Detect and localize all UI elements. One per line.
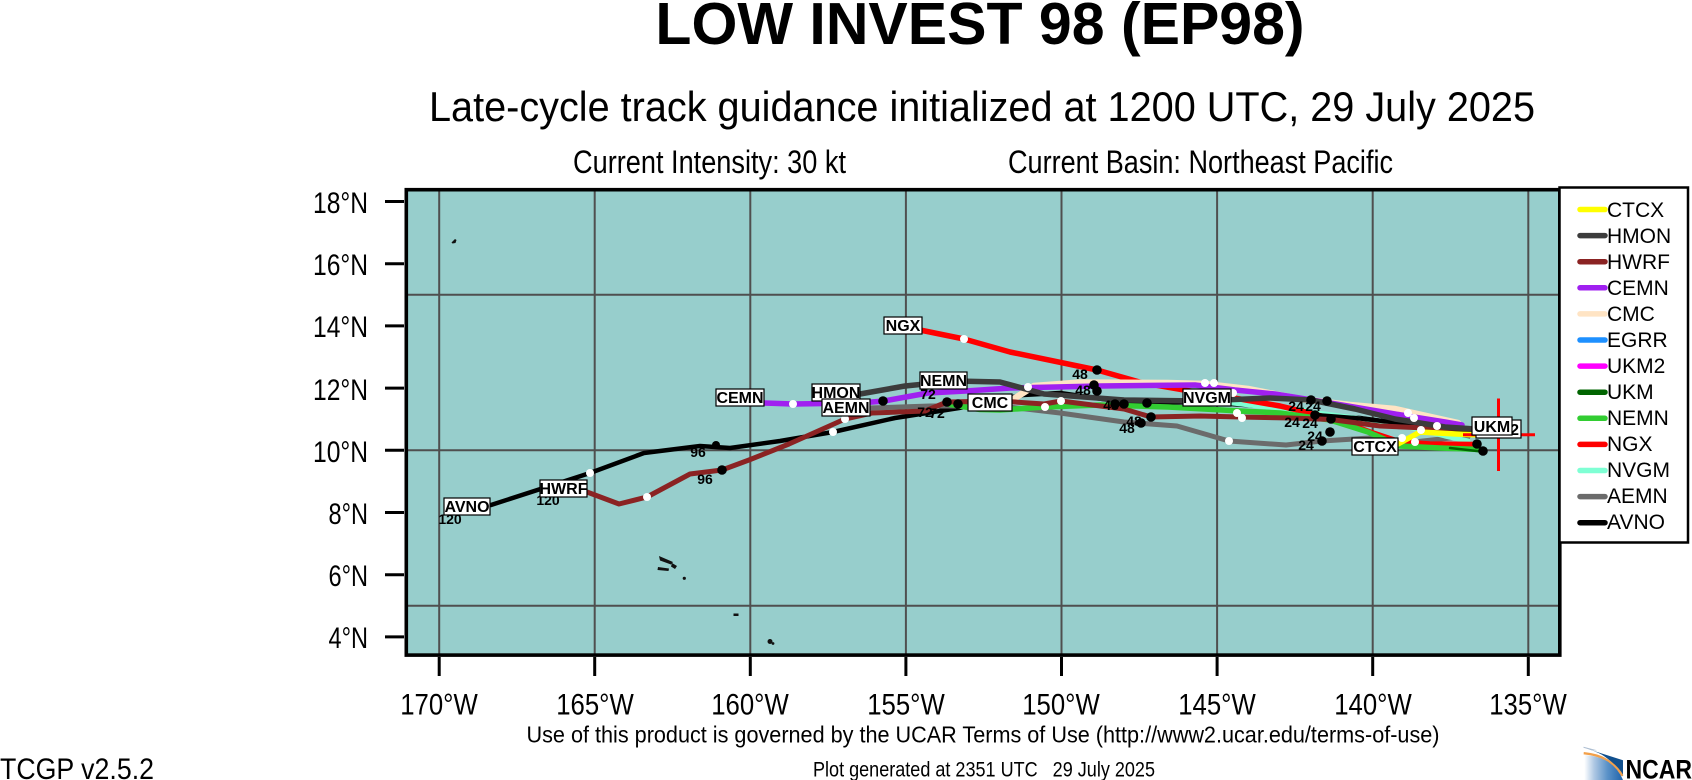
svg-text:CEMN: CEMN <box>716 390 763 407</box>
svg-text:AVNO: AVNO <box>1607 511 1665 534</box>
svg-text:8°N: 8°N <box>329 498 369 531</box>
svg-text:HMON: HMON <box>812 385 861 402</box>
svg-text:140°W: 140°W <box>1334 689 1412 722</box>
svg-text:24: 24 <box>1288 398 1304 414</box>
svg-text:NVGM: NVGM <box>1183 390 1231 407</box>
svg-text:UKM: UKM <box>1607 381 1654 404</box>
svg-text:CEMN: CEMN <box>1607 277 1669 300</box>
svg-text:AVNO: AVNO <box>444 499 489 516</box>
svg-text:165°W: 165°W <box>556 689 634 722</box>
svg-text:16°N: 16°N <box>313 249 368 282</box>
svg-text:48: 48 <box>1075 382 1091 398</box>
svg-text:TCGP v2.5.2: TCGP v2.5.2 <box>0 753 154 780</box>
svg-text:CTCX: CTCX <box>1607 199 1664 222</box>
svg-text:Current Basin: Northeast Pacif: Current Basin: Northeast Pacific <box>1008 144 1393 180</box>
svg-text:24: 24 <box>1284 414 1300 430</box>
svg-text:UKM: UKM <box>1474 419 1510 436</box>
svg-text:HWRF: HWRF <box>1607 251 1670 274</box>
svg-text:NCAR: NCAR <box>1626 755 1692 780</box>
svg-text:12°N: 12°N <box>313 374 368 407</box>
svg-text:NGX: NGX <box>1607 433 1653 456</box>
svg-text:CMC: CMC <box>972 395 1009 412</box>
svg-text:4°N: 4°N <box>329 622 369 655</box>
svg-text:6°N: 6°N <box>329 560 369 593</box>
svg-text:AEMN: AEMN <box>1607 485 1668 508</box>
svg-text:48: 48 <box>1072 366 1088 382</box>
svg-text:14°N: 14°N <box>313 311 368 344</box>
svg-text:CTCX: CTCX <box>1353 439 1397 456</box>
svg-text:NGX: NGX <box>886 318 921 335</box>
svg-text:NEMN: NEMN <box>1607 407 1669 430</box>
svg-text:Late-cycle track guidance init: Late-cycle track guidance initialized at… <box>429 83 1535 130</box>
svg-text:AEMN: AEMN <box>822 400 869 417</box>
svg-text:96: 96 <box>697 471 713 487</box>
svg-text:UKM2: UKM2 <box>1607 355 1665 378</box>
svg-text:Current Intensity: 30 kt: Current Intensity: 30 kt <box>573 144 846 180</box>
svg-text:LOW INVEST 98 (EP98): LOW INVEST 98 (EP98) <box>655 0 1304 57</box>
svg-text:145°W: 145°W <box>1178 689 1256 722</box>
svg-text:HMON: HMON <box>1607 225 1671 248</box>
svg-text:Use of this product is governe: Use of this product is governed by the U… <box>527 722 1440 748</box>
svg-text:160°W: 160°W <box>711 689 789 722</box>
svg-text:155°W: 155°W <box>867 689 945 722</box>
svg-text:72: 72 <box>920 386 936 402</box>
svg-text:72: 72 <box>929 405 945 421</box>
svg-text:96: 96 <box>690 444 706 460</box>
svg-text:10°N: 10°N <box>313 436 368 469</box>
svg-text:72: 72 <box>917 404 933 420</box>
svg-text:Plot generated at 2351 UTC 2: Plot generated at 2351 UTC 29 July 2025 <box>813 759 1155 780</box>
svg-text:EGRR: EGRR <box>1607 329 1668 352</box>
svg-text:HWRF: HWRF <box>540 481 588 498</box>
svg-text:135°W: 135°W <box>1489 689 1567 722</box>
svg-text:NEMN: NEMN <box>920 373 967 390</box>
svg-text:150°W: 150°W <box>1022 689 1100 722</box>
svg-text:48: 48 <box>1119 420 1135 436</box>
svg-text:CMC: CMC <box>1607 303 1655 326</box>
svg-text:24: 24 <box>1298 437 1314 453</box>
svg-text:NVGM: NVGM <box>1607 459 1670 482</box>
svg-text:18°N: 18°N <box>313 187 368 220</box>
svg-text:170°W: 170°W <box>400 689 478 722</box>
